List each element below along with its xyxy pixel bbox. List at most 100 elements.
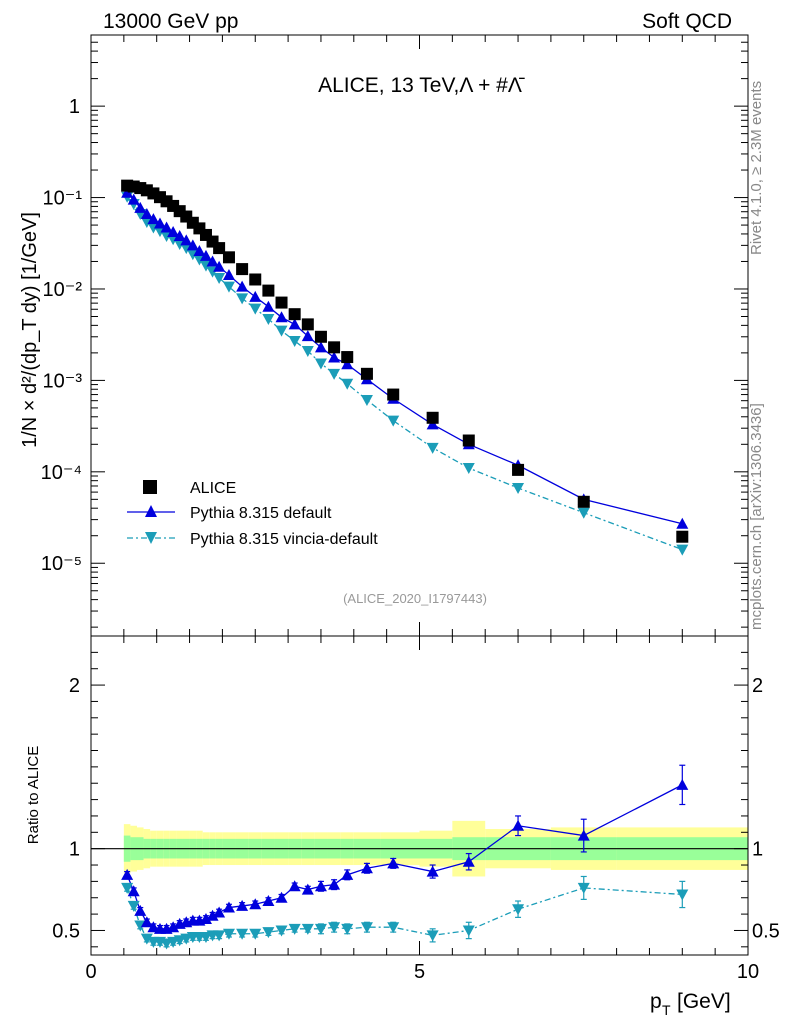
ratio-marker-default — [222, 901, 235, 913]
main-marker-vincia — [262, 313, 275, 325]
ratio-y-tick-label-right: 1 — [752, 839, 763, 861]
legend: ALICE Pythia 8.315 default Pythia 8.315 … — [127, 480, 378, 548]
ratio-marker-default — [341, 868, 354, 880]
main-marker-default — [167, 226, 180, 238]
ratio-y-tick-label-right: 0.5 — [752, 920, 780, 942]
ratio-marker-default — [199, 913, 212, 925]
main-marker-default — [288, 318, 301, 330]
main-marker-default — [213, 260, 226, 272]
header-left: 13000 GeV pp — [103, 10, 238, 33]
ratio-marker-vincia — [140, 933, 153, 945]
ratio-frame — [90, 635, 749, 956]
ratio-marker-default — [206, 909, 219, 921]
main-marker-default — [341, 358, 354, 370]
ratio-marker-default — [314, 880, 327, 892]
ratio-marker-default — [236, 899, 249, 911]
ratio-marker-default — [262, 895, 275, 907]
ratio-marker-vincia — [262, 927, 275, 939]
ratio-marker-vincia — [360, 922, 373, 934]
ratio-marker-vincia — [341, 923, 354, 935]
main-marker-default — [275, 311, 288, 323]
main-marker-default — [153, 217, 166, 229]
header-right: Soft QCD — [642, 10, 732, 33]
main-marker-vincia — [328, 368, 341, 380]
x-tick-label: 5 — [414, 961, 425, 983]
main-y-tick-label: 10⁻² — [43, 279, 83, 301]
main-y-tick-label: 10⁻⁵ — [41, 553, 82, 575]
main-marker-default — [301, 330, 314, 342]
ratio-y-axis-label: Ratio to ALICE — [25, 746, 42, 844]
ratio-marker-vincia — [288, 923, 301, 935]
ratio-panel: 0.5 0.5 1 1 2 2 0 5 10 Ratio to ALICE — [25, 635, 780, 983]
ratio-marker-default — [140, 916, 153, 928]
main-marker-alice — [387, 388, 400, 401]
main-marker-default — [173, 229, 186, 241]
main-marker-alice — [512, 463, 525, 476]
rivet-label: Rivet 4.1.0, ≥ 2.3M events — [748, 81, 765, 255]
ratio-marker-vincia — [301, 923, 314, 935]
main-y-tick-label: 1 — [69, 96, 80, 118]
ratio-y-tick-label: 2 — [69, 675, 80, 697]
main-marker-vincia — [222, 281, 235, 293]
ratio-marker-vincia — [462, 925, 475, 937]
ratio-marker-vincia — [577, 882, 590, 894]
ratio-marker-default — [213, 906, 226, 918]
main-marker-alice — [213, 242, 226, 255]
main-line-vincia — [126, 196, 683, 551]
ratio-marker-vincia — [387, 922, 400, 934]
ratio-marker-vincia — [275, 925, 288, 937]
main-marker-alice — [236, 263, 249, 276]
legend-marker-alice — [143, 480, 157, 494]
main-marker-vincia — [213, 272, 226, 284]
main-series-layer — [121, 179, 689, 556]
main-marker-alice — [314, 330, 327, 343]
ratio-marker-default — [301, 883, 314, 895]
main-marker-vincia — [249, 303, 262, 315]
main-marker-vincia — [301, 345, 314, 357]
ratio-marker-default — [577, 829, 590, 841]
main-marker-vincia — [577, 507, 590, 519]
ratio-marker-default — [328, 878, 341, 890]
main-marker-default — [314, 341, 327, 353]
main-marker-default — [134, 201, 147, 213]
ratio-marker-default — [249, 898, 262, 910]
ratio-marker-vincia — [328, 922, 341, 934]
main-marker-default — [676, 517, 689, 529]
x-tick-label: 10 — [737, 961, 759, 983]
ratio-marker-default — [275, 891, 288, 903]
ratio-marker-default — [426, 865, 439, 877]
main-marker-vincia — [426, 442, 439, 454]
x-axis-label: p T [GeV] — [650, 990, 731, 1018]
ratio-axes: 0.5 0.5 1 1 2 2 0 5 10 — [52, 635, 780, 983]
ratio-marker-vincia — [314, 923, 327, 935]
ratio-marker-vincia — [249, 928, 262, 940]
main-marker-alice — [328, 341, 341, 354]
main-y-tick-label: 10⁻⁴ — [41, 462, 82, 484]
main-marker-alice — [676, 530, 689, 543]
main-marker-vincia — [512, 483, 525, 495]
main-marker-default — [193, 245, 206, 257]
main-marker-alice — [275, 296, 288, 309]
legend-label-vincia: Pythia 8.315 vincia-default — [190, 531, 378, 548]
main-marker-vincia — [341, 378, 354, 390]
main-marker-default — [121, 186, 134, 198]
main-marker-default — [180, 234, 193, 246]
main-marker-default — [236, 280, 249, 292]
main-marker-alice — [249, 273, 262, 286]
legend-label-alice: ALICE — [190, 480, 236, 497]
main-y-tick-label: 10⁻³ — [43, 370, 83, 392]
ratio-marker-default — [121, 868, 134, 880]
main-marker-default — [222, 269, 235, 281]
main-marker-alice — [301, 318, 314, 331]
main-marker-vincia — [462, 463, 475, 475]
main-marker-vincia — [180, 243, 193, 255]
legend-marker-vincia — [145, 532, 157, 544]
ratio-marker-default — [676, 778, 689, 790]
main-marker-default — [206, 255, 219, 267]
main-marker-default — [127, 193, 140, 205]
ratio-y-tick-label: 1 — [69, 839, 80, 861]
analysis-id: (ALICE_2020_I1797443) — [343, 591, 487, 606]
main-marker-default — [262, 300, 275, 312]
ratio-marker-vincia — [121, 882, 134, 894]
